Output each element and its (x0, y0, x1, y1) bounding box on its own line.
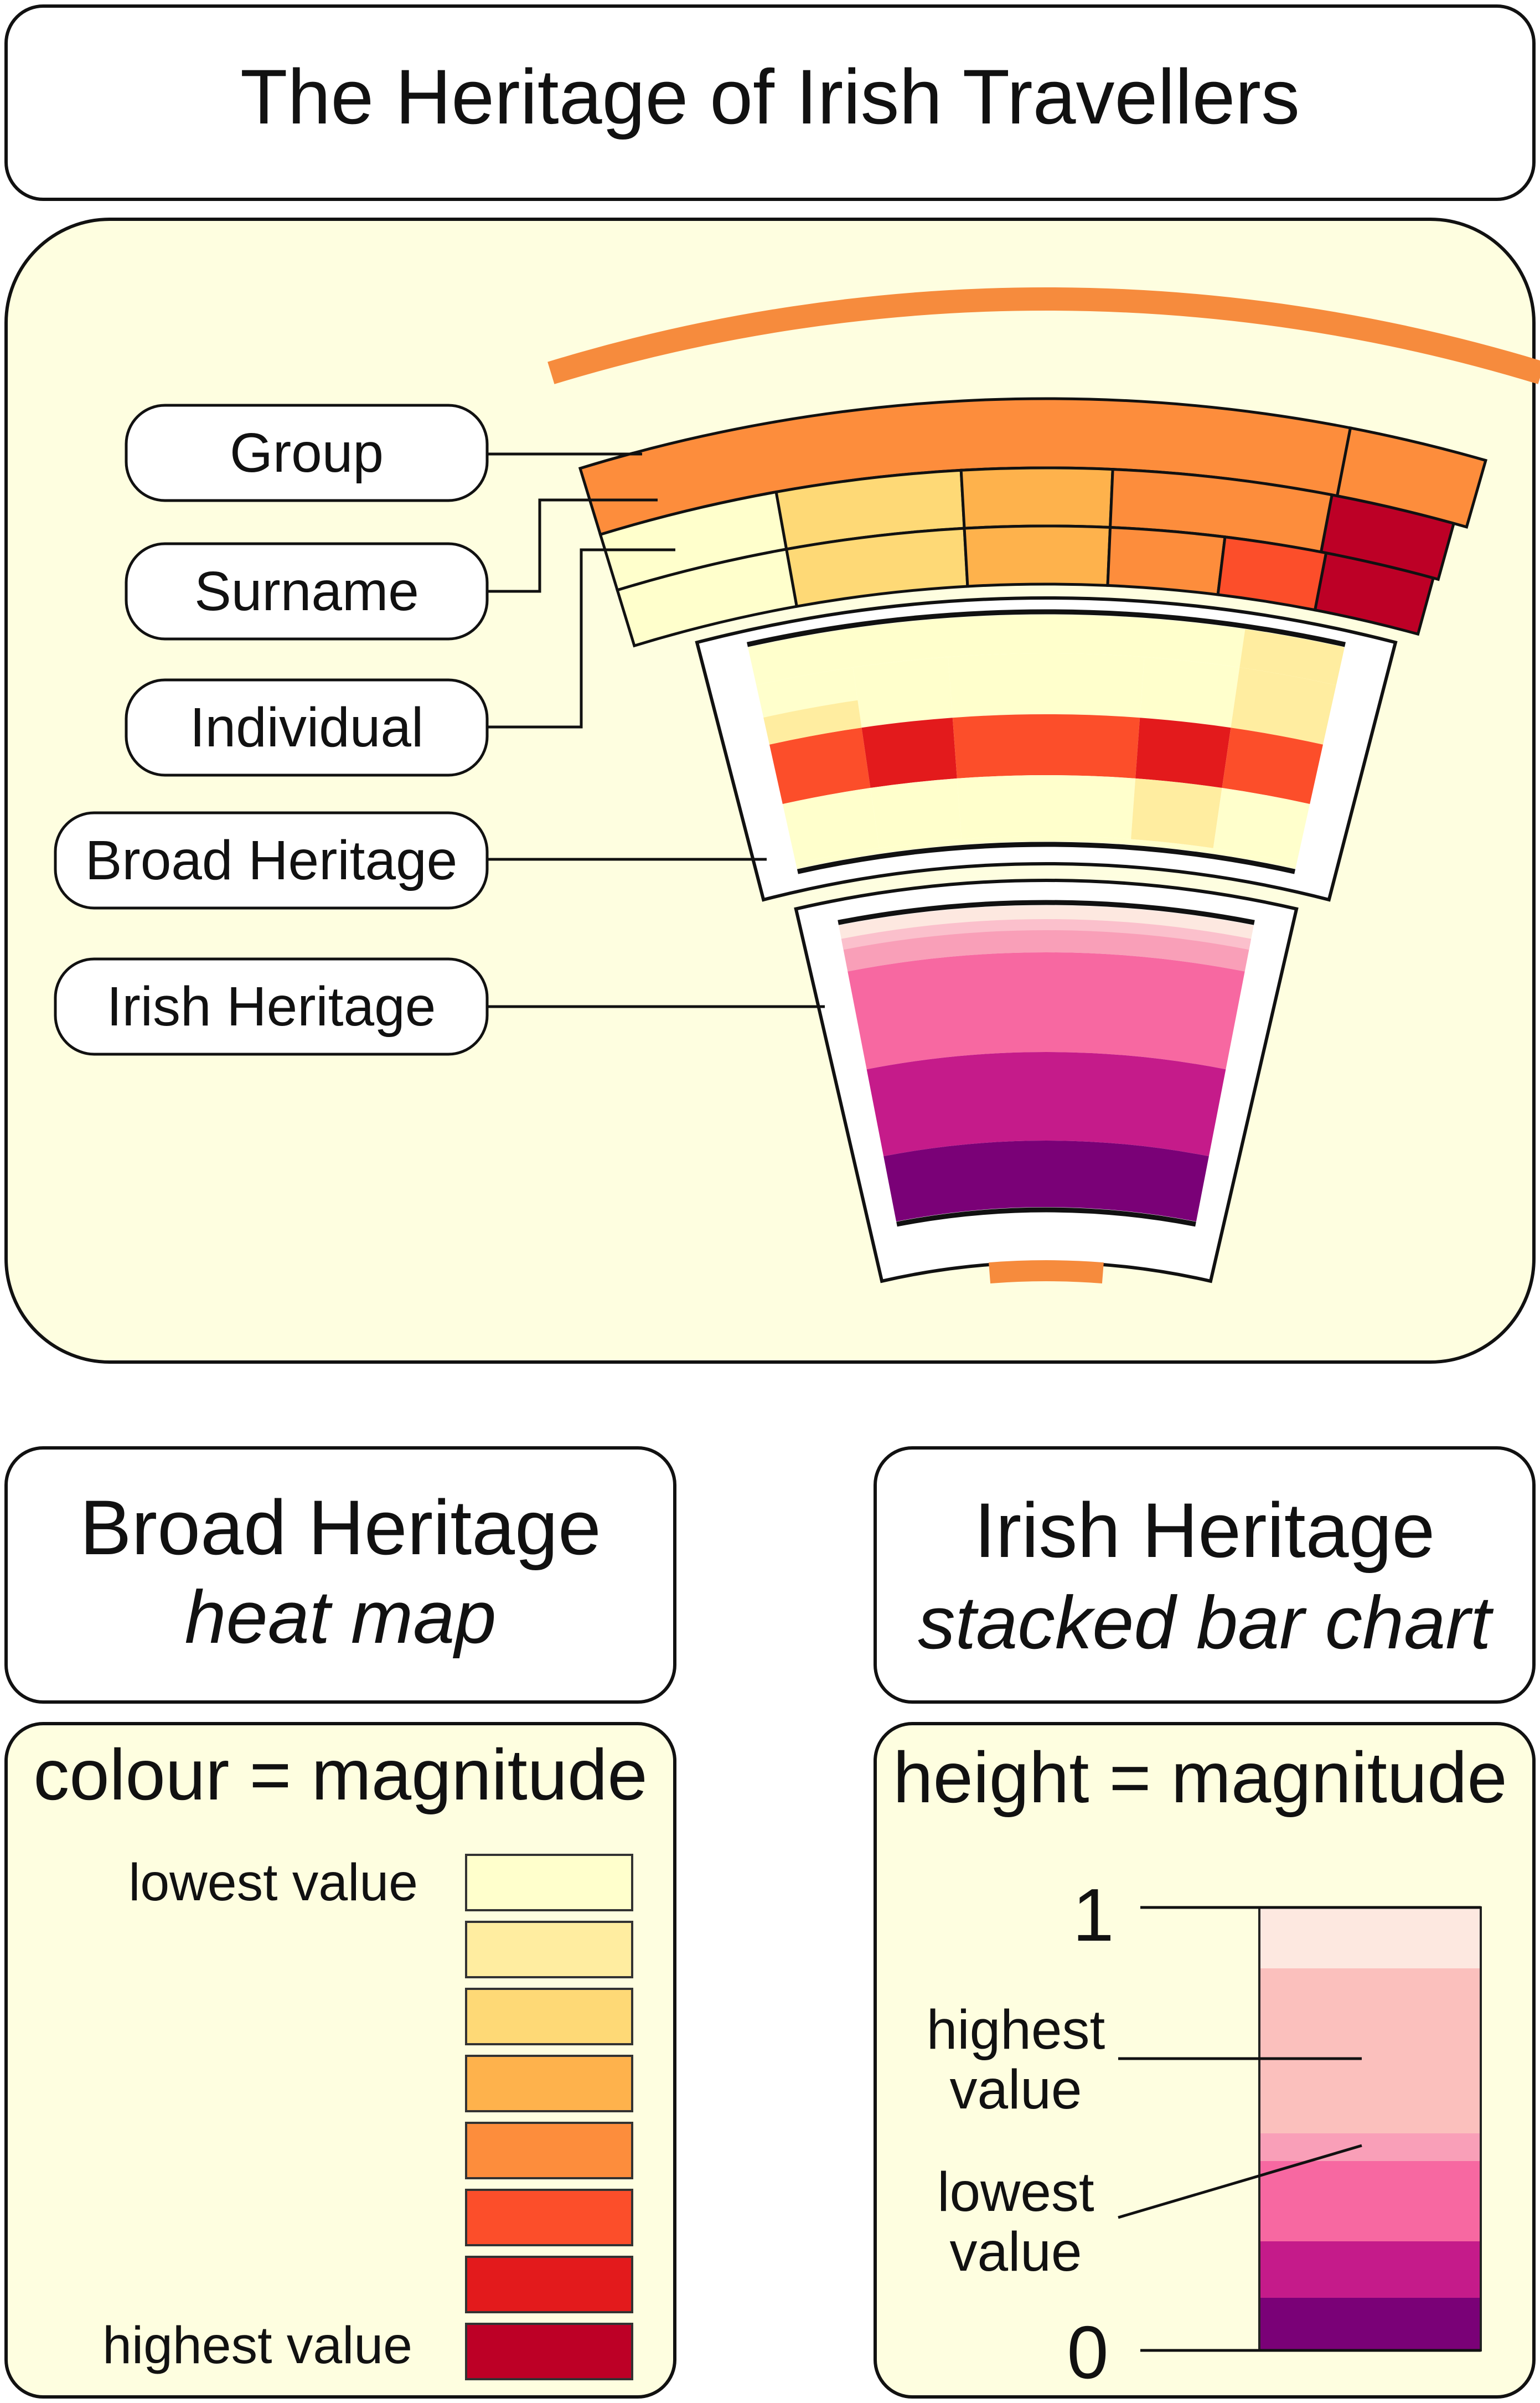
heat-cell (870, 778, 962, 848)
individual-ring-cell (1313, 551, 1435, 636)
top-accent-arc (547, 287, 1540, 384)
stack-segment (1259, 1968, 1481, 2133)
heat-swatch (465, 2256, 633, 2313)
heat-cell (1046, 714, 1140, 778)
connector-lines (487, 452, 825, 1008)
heat-cell (1046, 775, 1136, 839)
individual-label: Individual (190, 697, 424, 759)
broad-bottom-line (797, 842, 1296, 874)
lowest-label-line2: value (949, 2221, 1082, 2283)
irish-bottom-line (896, 1207, 1196, 1227)
heat-cell (769, 728, 871, 805)
heat-cell (748, 615, 1345, 685)
heat-cell (795, 836, 1297, 869)
stacked-bar-legend: height = magnitude10highestvaluelowestva… (893, 1737, 1507, 2394)
heat-cell (1135, 718, 1231, 788)
page-title: The Heritage of Irish Travellers (240, 53, 1300, 140)
stack-band (841, 919, 1252, 950)
broad-heritage-title: Broad Heritage (80, 1484, 601, 1571)
title-box: The Heritage of Irish Travellers (4, 4, 1536, 201)
heat-cell (1213, 788, 1310, 864)
axis-bottom-label: 0 (1067, 2311, 1108, 2394)
group-label-pill (125, 404, 489, 502)
stack-band (883, 1140, 1209, 1222)
broad-heritage-label: Broad Heritage (85, 829, 458, 891)
highest-value-label: highest value (102, 2316, 412, 2375)
heat-legend-title: colour = magnitude (33, 1734, 647, 1815)
heat-cell (1131, 778, 1222, 848)
irish-heritage-label: Irish Heritage (107, 976, 436, 1038)
heat-cell (1239, 629, 1345, 685)
heat-swatch (465, 2323, 633, 2380)
axis-top-label: 1 (1072, 1873, 1114, 1957)
irish-top-line (838, 900, 1255, 925)
surname-connector (487, 498, 658, 593)
individual-connector (487, 548, 675, 729)
stack-band (866, 1051, 1226, 1157)
surname-label: Surname (194, 560, 419, 622)
heat-cell (1222, 728, 1323, 805)
heat-cell (957, 775, 1046, 839)
broad-top-line (747, 609, 1346, 647)
heat-cell (948, 653, 1046, 718)
irish-heritage-subtitle: stacked bar chart (918, 1581, 1491, 1664)
diagram-labels: Group Surname Individual Broad Heritage Iris… (54, 404, 489, 1056)
heat-swatch (465, 1988, 633, 2045)
fan-diagram (547, 287, 1540, 1283)
heat-cell (852, 657, 953, 728)
heat-swatch (465, 2122, 633, 2179)
individual-label-pill (125, 678, 489, 777)
surname-ring-cell (959, 466, 1114, 530)
bottom-accent-arc (989, 1260, 1104, 1283)
heat-swatch (465, 2055, 633, 2112)
broad-heritage-subtitle: heat map (184, 1575, 497, 1659)
group-ring-cell (1335, 426, 1487, 529)
lowest-label-line1: lowest (937, 2161, 1094, 2223)
highest-label-line1: highest (927, 1999, 1105, 2061)
individual-ring-cell (1106, 525, 1227, 596)
heat-cell (763, 700, 862, 745)
irish-heritage-label-pill (54, 957, 489, 1056)
heat-map-legend: colour = magnitude lowest value highest va… (33, 1734, 648, 2380)
stack-segment (1259, 2241, 1481, 2298)
group-label: Group (230, 422, 384, 484)
individual-ring-cell (963, 524, 1112, 588)
surname-label-pill (125, 542, 489, 641)
stack-legend-title: height = magnitude (893, 1737, 1507, 1818)
heat-swatch (465, 2189, 633, 2246)
heat-cell (952, 714, 1046, 778)
heat-cell (1140, 657, 1240, 728)
irish-heritage-title: Irish Heritage (974, 1487, 1435, 1574)
heat-cell (1046, 653, 1145, 718)
broad-heritage-label-pill (54, 811, 489, 910)
irish-heritage-title-box: Irish Heritage stacked bar chart (874, 1446, 1536, 1704)
broad-heritage-title-box: Broad Heritage heat map (4, 1446, 676, 1704)
heat-swatch (465, 1921, 633, 1978)
stack-segment (1259, 2298, 1481, 2350)
heat-cell (1231, 667, 1336, 745)
lowest-value-label: lowest value (128, 1853, 418, 1912)
heat-cell (782, 788, 880, 864)
heat-swatch (465, 1854, 633, 1911)
stack-band (839, 905, 1254, 942)
heat-cell (861, 718, 957, 788)
stack-band (847, 952, 1245, 1070)
stack-segment (1259, 2133, 1481, 2161)
stack-segment (1259, 2161, 1481, 2241)
lowest-pointer (1118, 2144, 1362, 2219)
highest-label-line2: value (949, 2059, 1082, 2121)
stack-segment (1259, 1907, 1481, 1968)
